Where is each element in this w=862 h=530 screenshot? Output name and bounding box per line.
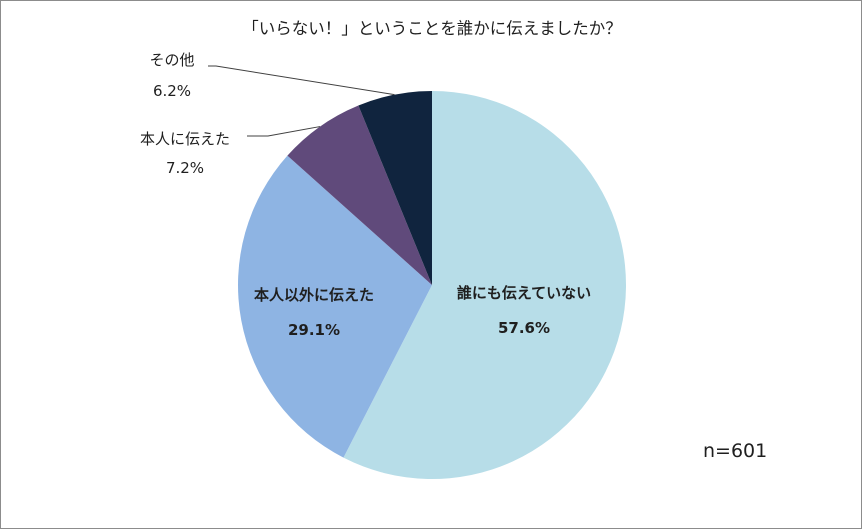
leader-lines bbox=[208, 65, 395, 137]
leader-line-3 bbox=[208, 65, 395, 96]
slice-value-1: 29.1% bbox=[288, 321, 340, 339]
slice-label-1: 本人以外に伝えた bbox=[254, 286, 374, 304]
sample-size-note: n=601 bbox=[703, 440, 767, 462]
pie-slice-0 bbox=[343, 91, 627, 479]
slice-label-2: 本人に伝えた bbox=[140, 130, 230, 148]
pie-slice-3 bbox=[358, 91, 432, 285]
slice-label-0: 誰にも伝えていない bbox=[457, 284, 591, 302]
pie-slice-1 bbox=[238, 155, 432, 458]
pie-slices bbox=[238, 91, 627, 479]
slice-value-0: 57.6% bbox=[498, 319, 550, 337]
slice-value-3: 6.2% bbox=[153, 82, 191, 100]
slice-value-2: 7.2% bbox=[166, 159, 204, 177]
slice-label-3: その他 bbox=[149, 51, 194, 69]
leader-line-2 bbox=[247, 126, 321, 137]
chart-title: 「いらない！」ということを誰かに伝えましたか？ bbox=[242, 19, 622, 38]
pie-slice-2 bbox=[287, 105, 432, 285]
